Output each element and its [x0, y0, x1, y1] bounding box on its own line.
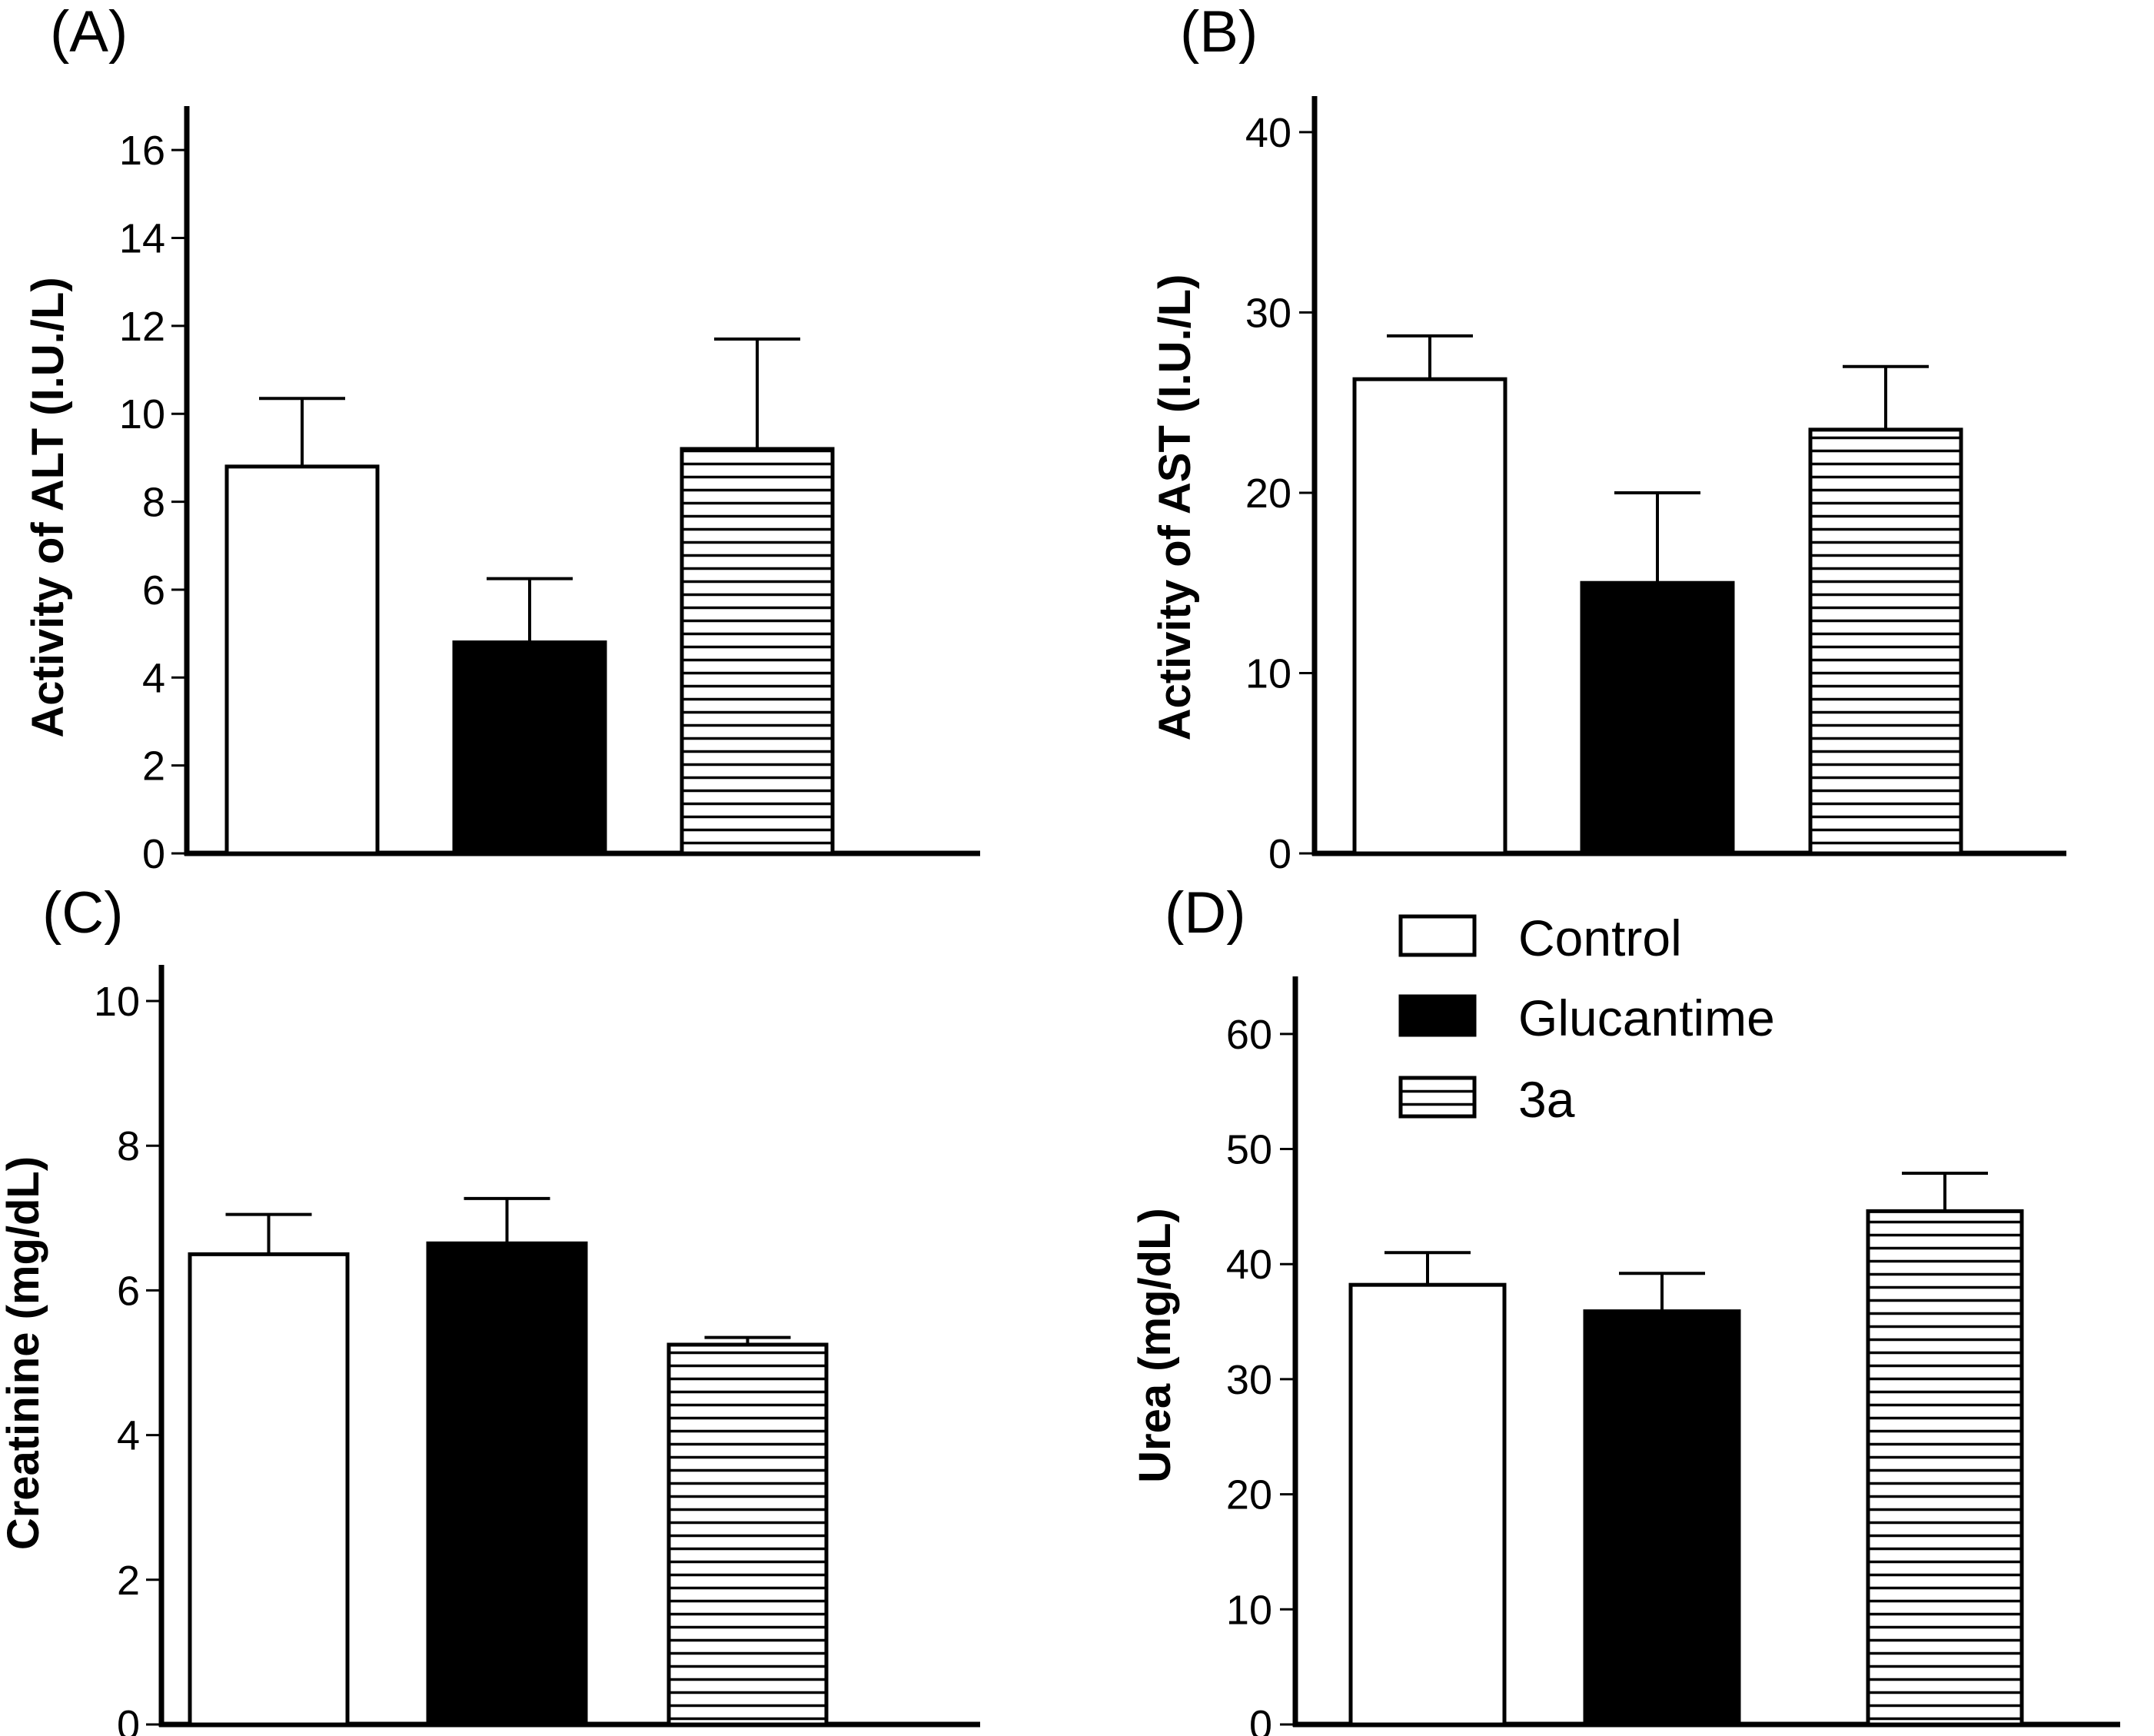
y-tick-label: 0: [117, 1702, 140, 1736]
legend-swatch-glucantime: [1398, 994, 1477, 1037]
y-tick-label: 8: [117, 1123, 140, 1169]
legend-item-glucantime: Glucantime: [1398, 989, 1775, 1046]
y-tick-label: 20: [1245, 471, 1291, 517]
y-tick-label: 10: [94, 979, 140, 1025]
y-tick-label: 50: [1226, 1127, 1272, 1173]
y-tick-label: 20: [1226, 1472, 1272, 1518]
legend-swatch-3a: [1398, 1076, 1477, 1119]
y-tick-label: 30: [1245, 290, 1291, 336]
y-tick-label: 0: [142, 831, 165, 877]
y-tick-label: 6: [117, 1268, 140, 1314]
y-tick-label: 60: [1226, 1012, 1272, 1058]
bar-control: [1348, 1282, 1507, 1727]
bar-glucantime: [1583, 1309, 1741, 1727]
bar-3a: [666, 1342, 829, 1727]
y-tick-label: 10: [1245, 650, 1291, 697]
legend-label-3a: 3a: [1518, 1071, 1575, 1128]
y-tick-label: 10: [1226, 1587, 1272, 1633]
bar-glucantime: [452, 640, 607, 856]
panel-4: (D) 0 10 20 30 40 50 60 Urea (mg/dL): [1130, 880, 2120, 1736]
y-tick-label: 8: [142, 480, 165, 526]
y-tick-label: 30: [1226, 1357, 1272, 1403]
y-tick-label: 0: [1268, 831, 1291, 877]
legend: Control Glucantime 3a: [1398, 910, 1775, 1128]
y-tick-label: 40: [1226, 1242, 1272, 1288]
y-axis-title: Urea (mg/dL): [1130, 1208, 1180, 1483]
y-tick-label: 14: [119, 216, 165, 262]
y-tick-label: 10: [119, 391, 165, 437]
y-tick-label: 2: [142, 743, 165, 790]
y-tick-label: 12: [119, 304, 165, 350]
legend-swatch-control: [1398, 914, 1477, 957]
panel-3: (C) 0 2 4 6 8 10 Creatinine (mg/dL): [0, 880, 980, 1736]
bar-3a: [680, 447, 835, 856]
y-axis-title: Activity of ALT (I.U./L): [23, 277, 73, 737]
legend-item-control: Control: [1398, 910, 1682, 966]
bar-control: [1352, 377, 1507, 856]
y-tick-label: 16: [119, 128, 165, 174]
y-tick-label: 6: [142, 567, 165, 614]
legend-label-control: Control: [1518, 910, 1682, 966]
y-tick-label: 0: [1249, 1702, 1272, 1736]
bar-3a: [1808, 427, 1963, 856]
y-axis-title: Creatinine (mg/dL): [0, 1156, 48, 1550]
legend-item-3a: 3a: [1398, 1071, 1575, 1128]
y-tick-label: 4: [117, 1413, 140, 1459]
bar-control: [224, 464, 380, 856]
bar-glucantime: [426, 1241, 588, 1727]
panel-label: (C): [42, 880, 124, 946]
y-tick-label: 40: [1245, 110, 1291, 156]
bar-glucantime: [1580, 580, 1735, 856]
y-tick-label: 2: [117, 1558, 140, 1604]
y-tick-label: 4: [142, 655, 165, 701]
panel-1: (A) 0 2 4 6 8 10 12 14 16 Activity of ALT (I.U./L): [23, 0, 980, 877]
legend-label-glucantime: Glucantime: [1518, 989, 1775, 1046]
panel-label: (D): [1165, 880, 1246, 946]
bar-3a: [1866, 1209, 2024, 1727]
panel-2: (B) 0 10 20 30 40 Activity of AST (I.U./L): [1150, 0, 2066, 877]
panel-label: (A): [50, 0, 128, 65]
y-axis-title: Activity of AST (I.U./L): [1150, 274, 1200, 741]
bar-control: [188, 1252, 350, 1727]
panel-label: (B): [1180, 0, 1258, 65]
